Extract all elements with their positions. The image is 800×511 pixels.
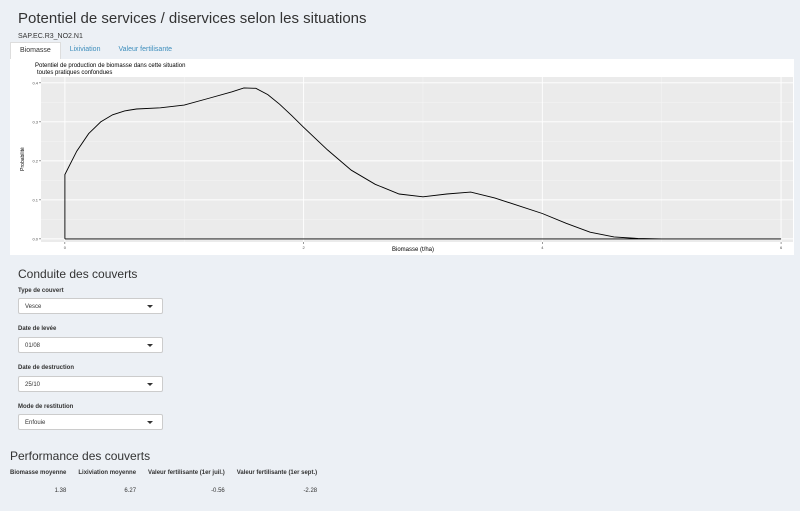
type-couvert-value: Vesce bbox=[25, 304, 42, 310]
y-tick-label: 0.4 bbox=[32, 80, 38, 85]
tab-bar: Biomasse Lixiviation Valeur fertilisante bbox=[10, 42, 181, 61]
column-header: Valeur fertilisante (1er sept.) bbox=[236, 470, 318, 476]
table-cell: -2.28 bbox=[303, 488, 318, 494]
tab-lixiviation[interactable]: Lixiviation bbox=[69, 46, 101, 53]
date-levee-select[interactable]: 01/08 bbox=[18, 337, 163, 353]
grid-lines bbox=[41, 77, 793, 242]
axis-ticks: 0 2 4 6 0.0 0.1 0.2 0.3 0.4 bbox=[32, 80, 783, 250]
page-title: Potentiel de services / diservices selon… bbox=[18, 10, 367, 27]
chevron-down-icon bbox=[147, 383, 153, 386]
y-tick-label: 0.0 bbox=[32, 236, 38, 241]
biomass-density-chart: Potentiel de production de biomasse dans… bbox=[20, 63, 793, 253]
mode-restitution-label: Mode de restitution bbox=[18, 404, 74, 410]
chevron-down-icon bbox=[147, 344, 153, 347]
type-couvert-select[interactable]: Vesce bbox=[18, 298, 163, 314]
chevron-down-icon bbox=[147, 421, 153, 424]
column-header: Biomasse moyenne bbox=[10, 470, 67, 476]
tab-valeur-fertilisante[interactable]: Valeur fertilisante bbox=[118, 46, 173, 53]
y-tick-label: 0.2 bbox=[32, 158, 38, 163]
tab-biomasse[interactable]: Biomasse bbox=[10, 42, 61, 61]
column-header: Valeur fertilisante (1er juil.) bbox=[148, 470, 225, 476]
column-header: Lixiviation moyenne bbox=[78, 470, 137, 476]
y-axis-label: Probabilité bbox=[20, 147, 26, 171]
table-cell: -0.56 bbox=[211, 488, 225, 494]
x-tick-label: 4 bbox=[541, 245, 544, 250]
table-row: 1.38 6.27 -0.56 -2.28 bbox=[10, 488, 317, 494]
date-destruction-label: Date de destruction bbox=[18, 365, 75, 371]
date-destruction-select[interactable]: 25/10 bbox=[18, 376, 163, 392]
mode-restitution-value: Enfouie bbox=[25, 420, 46, 426]
table-cell: 1.38 bbox=[54, 488, 67, 494]
y-tick-label: 0.1 bbox=[32, 197, 38, 202]
date-levee-label: Date de levée bbox=[18, 326, 57, 332]
table-header-row: Biomasse moyenne Lixiviation moyenne Val… bbox=[10, 470, 317, 488]
conduite-title: Conduite des couverts bbox=[18, 267, 138, 281]
x-axis-label: Biomasse (t/ha) bbox=[392, 247, 434, 253]
chart-title: Potentiel de production de biomasse dans… bbox=[35, 63, 185, 69]
type-couvert-label: Type de couvert bbox=[18, 288, 64, 294]
chart-panel: Potentiel de production de biomasse dans… bbox=[10, 59, 794, 255]
plot-background bbox=[41, 77, 793, 242]
density-curve bbox=[64, 87, 782, 240]
mode-restitution-select[interactable]: Enfouie bbox=[18, 414, 163, 430]
table-cell: 6.27 bbox=[124, 488, 137, 494]
date-levee-value: 01/08 bbox=[25, 343, 41, 349]
performance-table: Biomasse moyenne Lixiviation moyenne Val… bbox=[10, 470, 317, 494]
x-tick-label: 0 bbox=[64, 245, 67, 250]
chevron-down-icon bbox=[147, 305, 153, 308]
performance-title: Performance des couverts bbox=[10, 449, 151, 463]
chart-subtitle: toutes pratiques confondues bbox=[37, 70, 112, 76]
y-tick-label: 0.3 bbox=[32, 119, 38, 124]
x-tick-label: 2 bbox=[302, 245, 305, 250]
x-tick-label: 6 bbox=[780, 245, 783, 250]
situation-code: SAP.EC.R3_NO2.N1 bbox=[18, 33, 83, 40]
date-destruction-value: 25/10 bbox=[25, 382, 41, 388]
